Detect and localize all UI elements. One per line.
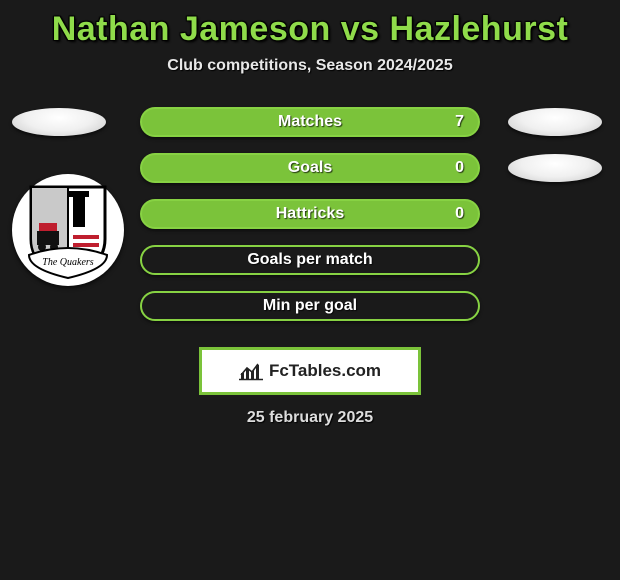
brand-text: FcTables.com bbox=[269, 361, 381, 381]
stat-pill: Hattricks 0 bbox=[140, 199, 480, 229]
bar-chart-icon bbox=[239, 361, 265, 381]
shield-crest-icon: The Quakers bbox=[25, 181, 111, 279]
page-title: Nathan Jameson vs Hazlehurst bbox=[0, 10, 620, 49]
player-slot-right bbox=[508, 154, 602, 182]
stat-pill: Goals per match bbox=[140, 245, 480, 275]
stat-value: 0 bbox=[455, 205, 464, 223]
club-badge: The Quakers bbox=[12, 174, 124, 286]
stat-row: Matches 7 bbox=[0, 99, 620, 145]
stat-label: Min per goal bbox=[263, 297, 357, 315]
stat-label: Hattricks bbox=[276, 205, 344, 223]
subtitle: Club competitions, Season 2024/2025 bbox=[0, 57, 620, 75]
stat-value: 7 bbox=[455, 113, 464, 131]
player-slot-right bbox=[508, 108, 602, 136]
stat-label: Goals bbox=[288, 159, 332, 177]
stat-label: Goals per match bbox=[247, 251, 372, 269]
stat-row: Min per goal bbox=[0, 283, 620, 329]
ribbon-text: The Quakers bbox=[42, 257, 93, 268]
brand-box: FcTables.com bbox=[199, 347, 421, 395]
date-text: 25 february 2025 bbox=[0, 409, 620, 427]
stat-pill: Matches 7 bbox=[140, 107, 480, 137]
stat-pill: Min per goal bbox=[140, 291, 480, 321]
stat-value: 0 bbox=[455, 159, 464, 177]
stat-pill: Goals 0 bbox=[140, 153, 480, 183]
stat-label: Matches bbox=[278, 113, 342, 131]
player-slot-left bbox=[12, 108, 106, 136]
